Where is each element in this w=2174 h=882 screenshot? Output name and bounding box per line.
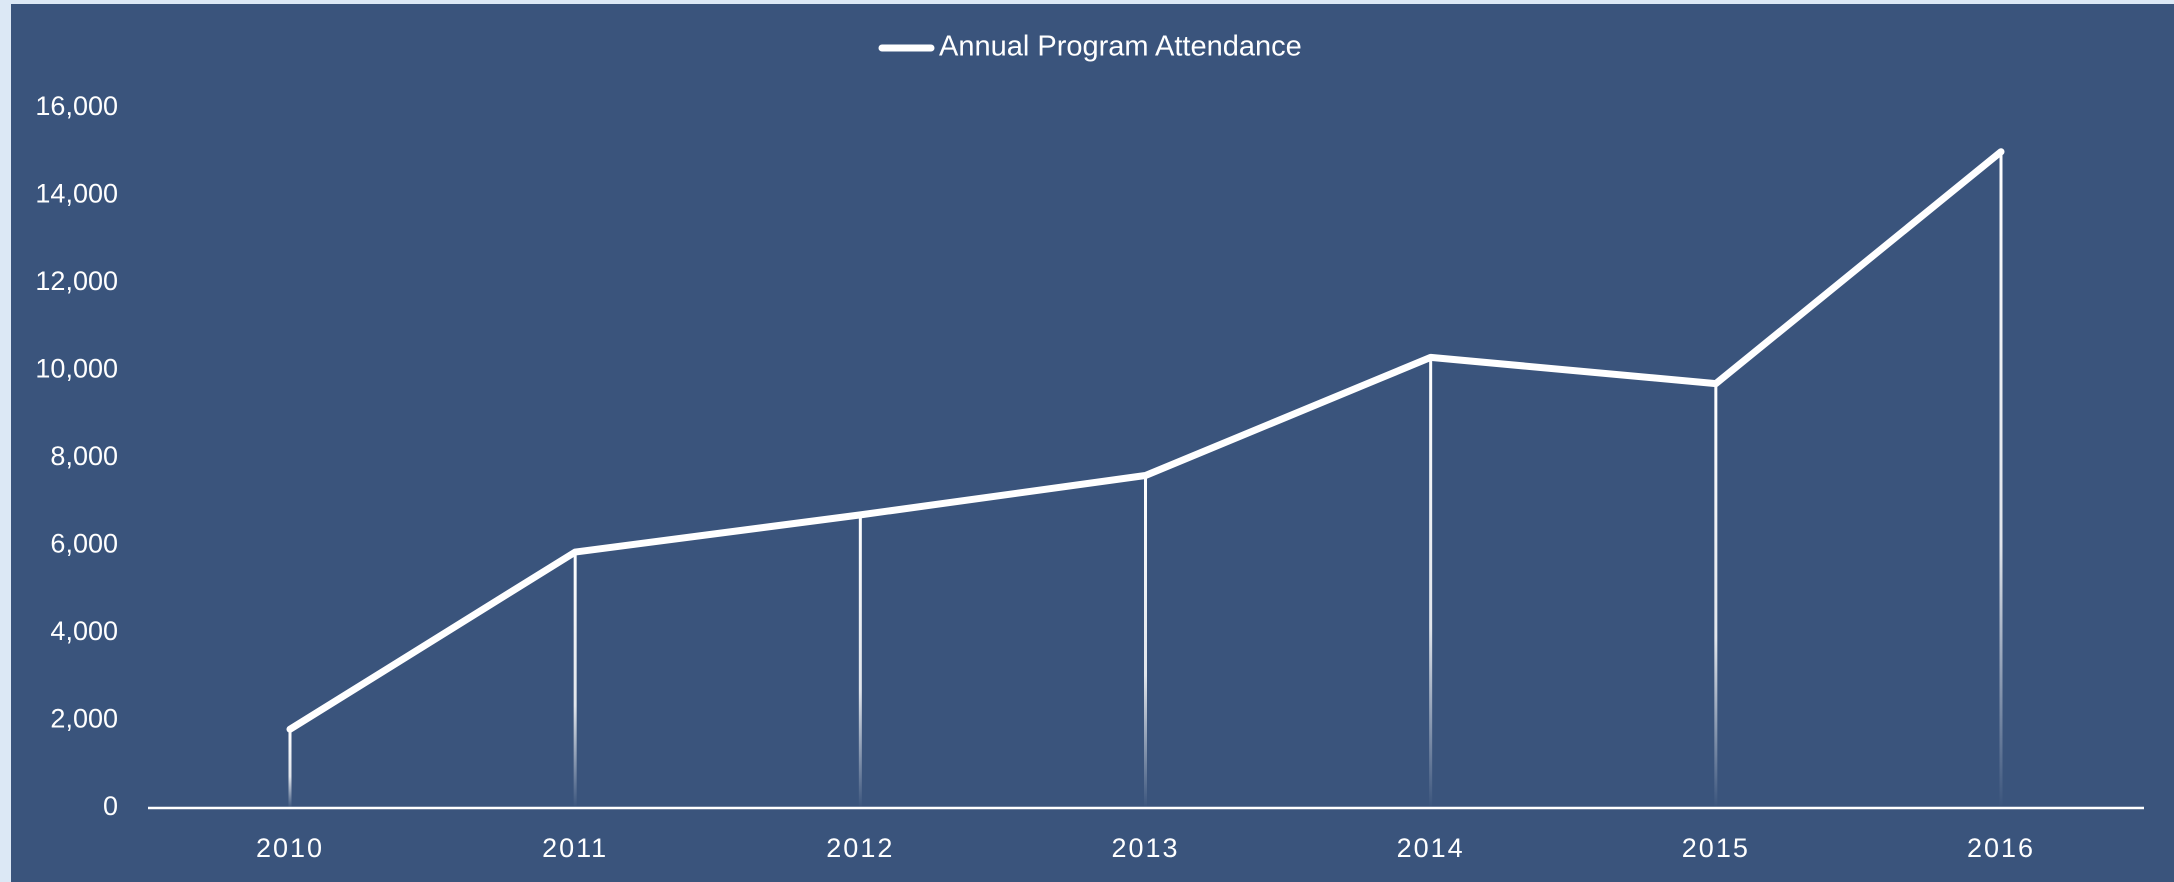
x-tick-label: 2014 <box>1397 833 1465 863</box>
drop-line <box>1429 357 1433 808</box>
series-line <box>286 148 2005 733</box>
y-tick-label: 14,000 <box>35 179 118 209</box>
y-tick-label: 16,000 <box>35 91 118 121</box>
x-tick-label: 2010 <box>256 833 324 863</box>
y-tick-label: 8,000 <box>50 441 118 471</box>
y-tick-label: 6,000 <box>50 529 118 559</box>
drop-line <box>1999 151 2003 808</box>
drop-line <box>1144 475 1147 808</box>
y-tick-label: 4,000 <box>50 616 118 646</box>
plot-background <box>11 4 2174 882</box>
drop-line <box>858 514 862 808</box>
drop-line <box>288 729 292 808</box>
x-tick-label: 2015 <box>1682 833 1750 863</box>
y-tick-label: 10,000 <box>35 354 118 384</box>
legend-label: Annual Program Attendance <box>939 31 1302 63</box>
y-tick-label: 0 <box>103 791 118 821</box>
x-tick-label: 2011 <box>542 833 608 863</box>
y-tick-label: 12,000 <box>35 266 118 296</box>
y-tick-label: 2,000 <box>50 704 118 734</box>
x-tick-label: 2013 <box>1111 833 1179 863</box>
drop-line <box>573 552 577 808</box>
drop-line <box>1714 383 1718 808</box>
x-tick-label: 2016 <box>1967 833 2035 863</box>
x-tick-label: 2012 <box>826 833 894 863</box>
